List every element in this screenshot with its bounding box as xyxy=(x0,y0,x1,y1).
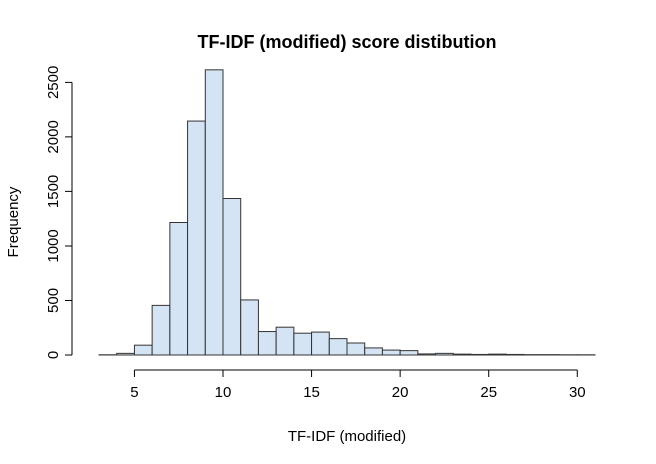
histogram-bar xyxy=(505,353,525,356)
histogram-bar xyxy=(311,331,330,356)
y-axis-line xyxy=(65,81,73,356)
histogram-bar xyxy=(452,353,472,356)
histogram-bar xyxy=(151,304,171,356)
histogram-bar xyxy=(133,344,153,356)
histogram-bar xyxy=(417,353,437,356)
histogram-bar xyxy=(346,342,366,356)
chart-title: TF-IDF (modified) score distibution xyxy=(198,32,497,52)
y-axis-label: Frequency xyxy=(5,186,22,257)
histogram-bar xyxy=(257,331,277,356)
x-tick-label: 5 xyxy=(130,384,138,401)
y-ticks-group: 0 500 1000 1500 2000 2500 xyxy=(45,66,62,360)
y-tick-label: 1000 xyxy=(45,229,62,262)
histogram-bar xyxy=(328,338,348,356)
histogram-bar xyxy=(169,222,189,356)
histogram-bar xyxy=(116,352,135,356)
histogram-bar xyxy=(381,349,401,356)
x-tick-label: 15 xyxy=(303,384,320,401)
histogram-bar xyxy=(435,352,454,356)
histogram-bar xyxy=(364,347,383,356)
y-tick-label: 0 xyxy=(45,351,62,359)
y-tick-label: 2000 xyxy=(45,120,62,153)
y-tick-label: 500 xyxy=(45,288,62,313)
histogram-bar xyxy=(222,198,242,356)
histogram-bar xyxy=(275,326,295,356)
x-tick-label: 10 xyxy=(215,384,232,401)
bars-group xyxy=(98,69,596,356)
x-tick-label: 30 xyxy=(569,384,586,401)
histogram-bar xyxy=(293,332,313,356)
histogram-bar xyxy=(240,299,259,356)
histogram-bar xyxy=(204,69,224,356)
y-tick-label: 1500 xyxy=(45,175,62,208)
x-axis-line xyxy=(133,369,578,377)
x-axis-label: TF-IDF (modified) xyxy=(288,428,406,445)
x-ticks-group: 5 10 15 20 25 30 xyxy=(130,384,585,401)
histogram-bar xyxy=(399,350,419,356)
x-tick-label: 20 xyxy=(392,384,409,401)
histogram-bar xyxy=(470,353,490,356)
histogram-bar xyxy=(187,120,206,356)
y-tick-label: 2500 xyxy=(45,66,62,99)
histogram-bar xyxy=(488,353,507,356)
x-tick-label: 25 xyxy=(480,384,497,401)
